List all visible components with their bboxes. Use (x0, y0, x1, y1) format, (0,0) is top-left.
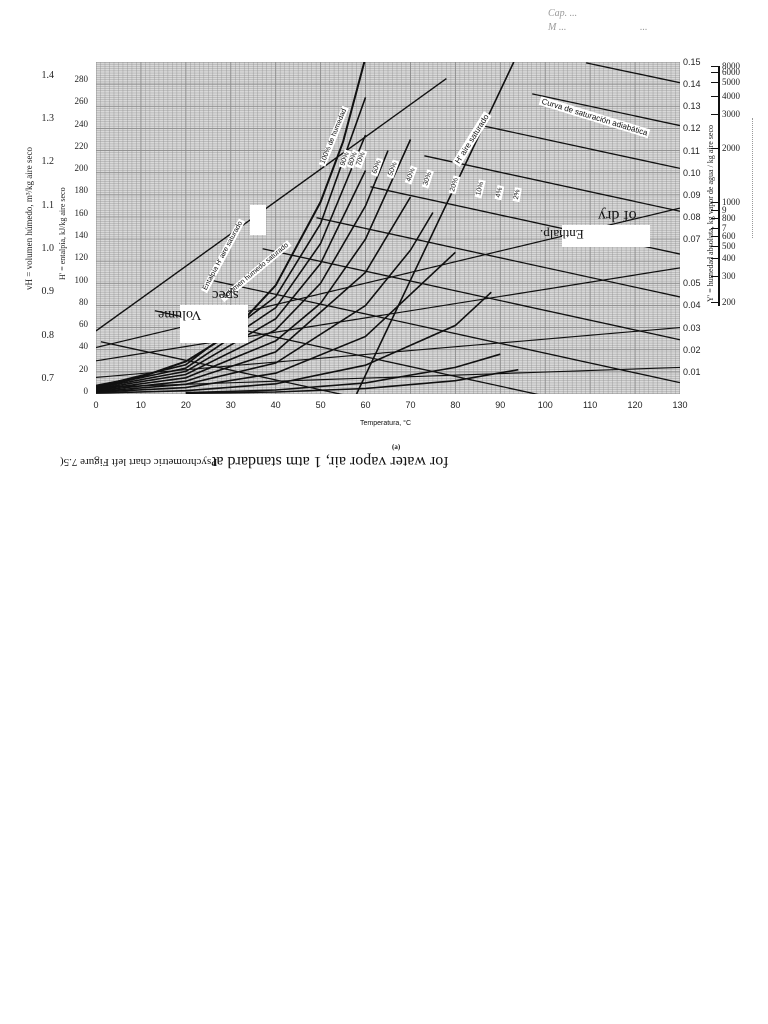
enthalpy-tick-label: 240 (74, 118, 89, 129)
whiteout-patch (250, 205, 266, 235)
log-scale-tick (711, 114, 718, 115)
log-scale-tick (711, 276, 718, 277)
humidity-tick-label: 0.07 (683, 234, 701, 245)
enthalpy-tick-label: 140 (74, 230, 89, 240)
humidity-tick-label: 0.08 (683, 211, 701, 222)
enthalpy-tick-label: 180 (74, 185, 89, 196)
log-scale-label: 7 (722, 223, 727, 233)
x-tick-label: 30 (225, 400, 236, 410)
enthalpy-tick-label: 220 (74, 140, 89, 151)
log-scale-tick (711, 302, 718, 303)
flipped-text-spec: spec (212, 287, 239, 303)
volume-tick-label: 0.9 (41, 286, 55, 298)
log-scale-label: 600 (722, 231, 736, 241)
humidity-tick-label: 0.13 (683, 101, 701, 112)
log-scale-label: 1000 (722, 197, 740, 207)
humidity-tick-label: 0.10 (683, 167, 701, 178)
enthalpy-tick-label: 200 (74, 163, 89, 174)
log-scale-tick (711, 148, 718, 149)
flipped-text-enthalpy: Enthalp. (540, 227, 584, 242)
volume-tick-label: 1.4 (41, 69, 55, 81)
x-tick-label: 20 (180, 400, 191, 410)
volume-tick-label: 0.8 (41, 329, 55, 341)
humidity-tick-label: 0.12 (683, 123, 701, 134)
log-scale-tick (711, 218, 718, 219)
volume-tick-label: 1.1 (41, 199, 55, 211)
log-scale-tick (711, 202, 718, 203)
humidity-tick-label: 0.05 (683, 278, 701, 289)
volume-axis-label: vH = volumen húmedo, m³/kg aire seco (24, 147, 34, 290)
log-scale-label: 500 (722, 241, 736, 251)
log-scale-label: 3000 (722, 109, 740, 119)
log-scale-tick (711, 82, 718, 83)
humidity-tick-label: 0.04 (683, 300, 701, 311)
volume-tick-label: 1.3 (41, 113, 55, 124)
humidity-tick-label: 0.11 (683, 145, 700, 156)
figure-subcaption: (a) (392, 443, 401, 451)
x-tick-label: 110 (582, 400, 598, 410)
volume-tick-label: 0.7 (41, 373, 55, 384)
x-tick-label: 40 (270, 400, 281, 410)
enthalpy-tick-label: 20 (79, 363, 88, 374)
log-scale-tick (711, 258, 718, 259)
enthalpy-tick-label: 260 (74, 96, 89, 107)
log-scale-tick (711, 72, 718, 73)
humidity-tick-label: 0.15 (683, 57, 701, 67)
x-tick-label: 50 (315, 400, 326, 410)
temperature-axis-label: Temperatura, °C (360, 420, 412, 427)
flipped-figure-caption-small: Psychrometric chart left Figure 7.5( (60, 456, 218, 468)
flipped-text-of-dry: of dry (598, 207, 637, 224)
log-scale-label: 2000 (722, 143, 740, 153)
enthalpy-tick-label: 0 (83, 386, 89, 396)
handwritten-note: Cap. ... (548, 8, 578, 19)
faint-dotted-label (752, 118, 755, 238)
whiteout-patch (562, 225, 650, 247)
enthalpy-tick-label: 160 (74, 207, 89, 218)
log-scale-label: 300 (722, 271, 736, 281)
humidity-tick-label: 0.01 (683, 366, 701, 377)
log-scale-label: 9 (722, 205, 727, 215)
volume-tick-label: 1.2 (41, 156, 55, 168)
enthalpy-tick-label: 60 (79, 319, 88, 330)
log-scale-label: 4000 (722, 91, 740, 101)
log-scale-tick (711, 246, 718, 247)
enthalpy-tick-label: 280 (74, 74, 89, 84)
log-scale-label: 200 (722, 297, 736, 307)
log-scale-tick (711, 210, 718, 211)
enthalpy-tick-label: 100 (74, 274, 89, 285)
log-scale-label: 800 (722, 213, 736, 223)
x-tick-label: 10 (135, 400, 146, 410)
handwritten-note: M ... (548, 22, 567, 33)
handwritten-note: ... (640, 22, 648, 33)
x-tick-label: 80 (450, 400, 461, 410)
humidity-tick-label: 0.14 (683, 79, 701, 90)
log-scale-label: 400 (722, 253, 736, 263)
enthalpy-tick-label: 40 (79, 341, 88, 352)
enthalpy-tick-label: 80 (79, 296, 88, 307)
log-scale-tick (711, 236, 718, 237)
humidity-tick-label: 0.02 (683, 344, 701, 355)
log-scale-tick (711, 96, 718, 97)
log-scale-tick (711, 66, 718, 67)
log-scale-label: 5000 (722, 77, 740, 87)
log-scale-label: 8000 (722, 61, 740, 71)
flipped-text-volume: Volume (158, 307, 202, 322)
x-tick-label: 90 (495, 400, 506, 410)
x-tick-label: 0 (93, 400, 99, 410)
log-scale-bar (718, 66, 720, 306)
whiteout-patch (180, 305, 248, 343)
x-tick-label: 120 (627, 400, 643, 410)
log-scale-label: 6000 (722, 67, 740, 77)
x-tick-label: 70 (405, 400, 416, 410)
x-tick-label: 60 (360, 400, 371, 410)
x-tick-label: 130 (672, 400, 688, 410)
flipped-figure-caption: for water vapor air, 1 atm standard at (212, 453, 449, 470)
humidity-tick-label: 0.09 (683, 189, 701, 200)
enthalpy-tick-label: 120 (74, 252, 89, 263)
x-tick-label: 100 (537, 400, 553, 410)
log-scale-tick (711, 228, 718, 229)
humidity-tick-label: 0.03 (683, 322, 701, 333)
volume-tick-label: 1.0 (41, 243, 55, 254)
